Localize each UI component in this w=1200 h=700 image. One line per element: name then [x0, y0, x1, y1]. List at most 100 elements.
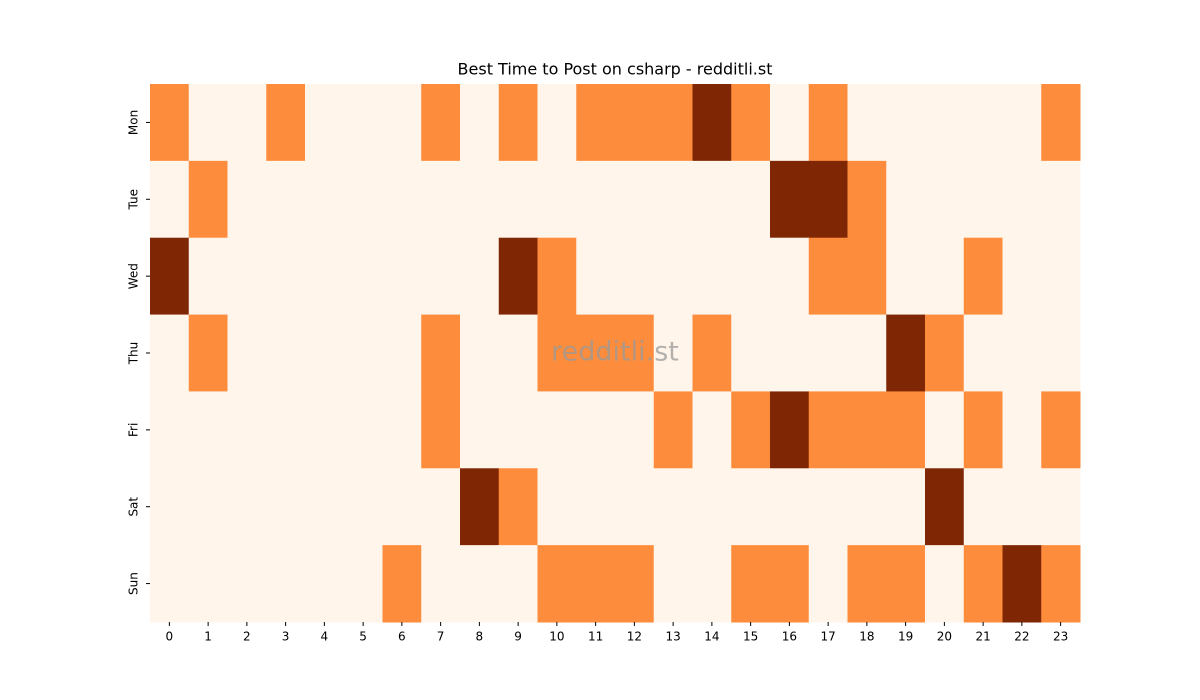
heatmap-cell: [847, 84, 887, 162]
heatmap-cell: [1041, 545, 1081, 623]
heatmap-cell: [1002, 84, 1042, 162]
heatmap-cell: [227, 160, 267, 239]
heatmap-cell: [925, 314, 965, 392]
heatmap-cell: [382, 160, 422, 239]
heatmap-cell: [1002, 160, 1042, 239]
heatmap-cell: [963, 391, 1003, 469]
x-tick-label: 7: [437, 630, 445, 644]
heatmap-cell: [576, 314, 616, 392]
heatmap-cell: [653, 391, 693, 469]
heatmap-cell: [653, 314, 693, 392]
x-tick-label: 16: [782, 630, 797, 644]
heatmap-cell: [925, 545, 965, 623]
heatmap-cell: [925, 391, 965, 469]
heatmap-cell: [615, 237, 655, 316]
heatmap-cell: [1041, 84, 1081, 162]
heatmap-cell: [382, 391, 422, 469]
y-tick-label: Thu: [127, 342, 141, 366]
heatmap-cell: [886, 160, 926, 239]
heatmap-cell: [653, 468, 693, 546]
heatmap-cell: [150, 391, 190, 469]
x-tick-label: 2: [243, 630, 251, 644]
heatmap-cell: [1002, 468, 1042, 546]
heatmap-cell: [421, 237, 461, 316]
heatmap-cell: [421, 468, 461, 546]
heatmap-cell: [847, 545, 887, 623]
heatmap-cell: [460, 84, 500, 162]
heatmap-cell: [615, 314, 655, 392]
heatmap-cell: [692, 391, 732, 469]
heatmap-cell: [847, 237, 887, 316]
heatmap-cell: [305, 468, 345, 546]
heatmap-cell: [615, 468, 655, 546]
heatmap-cell: [692, 545, 732, 623]
heatmap-cell: [305, 84, 345, 162]
heatmap-cell: [963, 84, 1003, 162]
heatmap-cell: [343, 84, 383, 162]
heatmap-cell: [731, 468, 771, 546]
heatmap-cell: [692, 237, 732, 316]
heatmap-cell: [227, 237, 267, 316]
heatmap-cell: [692, 160, 732, 239]
y-tick-label: Sat: [127, 497, 141, 517]
x-tick-label: 14: [704, 630, 719, 644]
x-tick-label: 20: [937, 630, 952, 644]
x-tick-label: 3: [282, 630, 290, 644]
heatmap-cell: [421, 314, 461, 392]
heatmap-cell: [382, 84, 422, 162]
heatmap-cell: [847, 468, 887, 546]
heatmap-cell: [653, 545, 693, 623]
heatmap-cell: [576, 237, 616, 316]
heatmap-cell: [150, 468, 190, 546]
heatmap-cell: [266, 237, 306, 316]
heatmap-cell: [227, 84, 267, 162]
heatmap-cell: [653, 84, 693, 162]
heatmap-cell: [770, 468, 810, 546]
heatmap-cell: [421, 391, 461, 469]
heatmap-cell: [615, 545, 655, 623]
heatmap-cell: [576, 545, 616, 623]
heatmap-cell: [653, 160, 693, 239]
heatmap-cell: [460, 314, 500, 392]
heatmap-cell: [343, 237, 383, 316]
heatmap-cell: [886, 545, 926, 623]
heatmap-cell: [770, 237, 810, 316]
heatmap-cell: [188, 237, 228, 316]
heatmap-cell: [188, 314, 228, 392]
heatmap-cell: [421, 545, 461, 623]
heatmap-cell: [498, 160, 538, 239]
heatmap-cell: [498, 84, 538, 162]
heatmap-cells: [150, 84, 1081, 623]
heatmap-cell: [227, 391, 267, 469]
heatmap-cell: [963, 545, 1003, 623]
heatmap-cell: [731, 160, 771, 239]
y-tick-label: Mon: [127, 110, 141, 135]
heatmap-cell: [925, 237, 965, 316]
heatmap-cell: [227, 468, 267, 546]
heatmap-cell: [421, 84, 461, 162]
heatmap-cell: [731, 545, 771, 623]
heatmap-cell: [808, 468, 848, 546]
heatmap-cell: [963, 160, 1003, 239]
x-tick-label: 0: [166, 630, 174, 644]
heatmap-cell: [731, 237, 771, 316]
heatmap-cell: [886, 391, 926, 469]
heatmap-cell: [537, 391, 577, 469]
heatmap-cell: [498, 237, 538, 316]
heatmap-cell: [925, 468, 965, 546]
heatmap-cell: [731, 84, 771, 162]
heatmap-cell: [615, 160, 655, 239]
heatmap-cell: [808, 160, 848, 239]
heatmap-cell: [692, 468, 732, 546]
heatmap-cell: [537, 468, 577, 546]
heatmap-cell: [188, 545, 228, 623]
heatmap-cell: [460, 160, 500, 239]
y-tick-label: Tue: [127, 189, 141, 211]
heatmap-cell: [808, 314, 848, 392]
heatmap-cell: [188, 468, 228, 546]
heatmap-cell: [925, 160, 965, 239]
heatmap-cell: [537, 160, 577, 239]
heatmap-cell: [227, 314, 267, 392]
heatmap-cell: [963, 237, 1003, 316]
heatmap-cell: [305, 545, 345, 623]
